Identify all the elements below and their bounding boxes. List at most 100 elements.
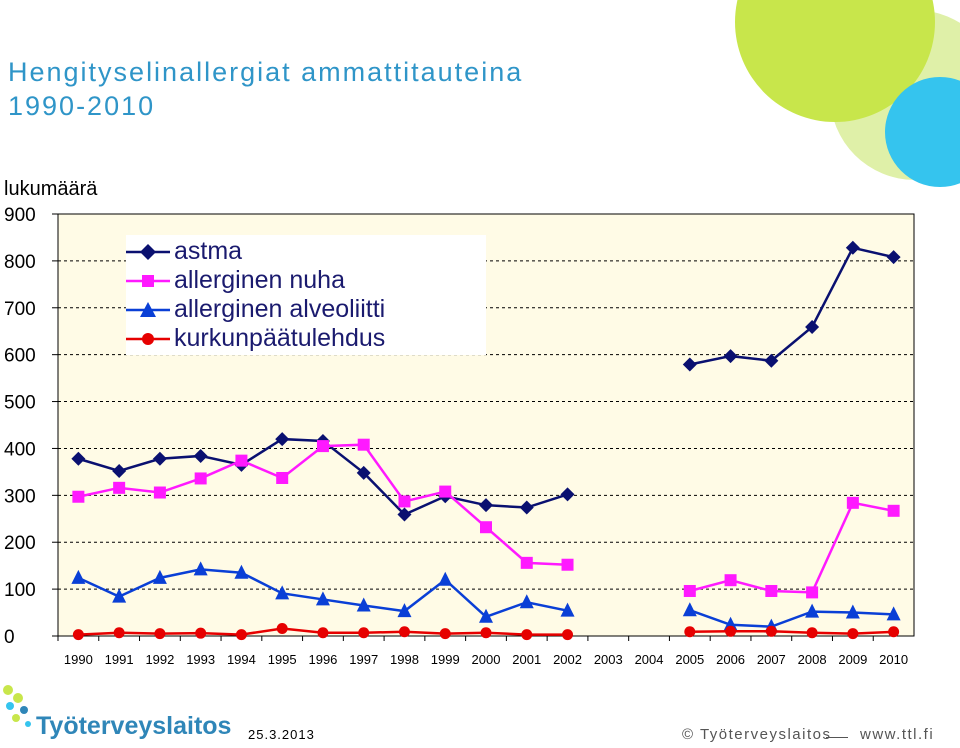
x-tick-label: 1993 [186, 652, 215, 667]
x-tick-label: 2010 [879, 652, 908, 667]
y-tick-label: 0 [4, 627, 15, 648]
data-point-alveoliitti [315, 591, 330, 606]
data-point-astma [479, 498, 493, 513]
data-point-alveoliitti [479, 608, 493, 623]
data-point-astma [723, 349, 738, 364]
y-tick-label: 300 [4, 486, 36, 507]
data-point-nuha [724, 574, 737, 587]
data-point-kurkunpaa [847, 628, 859, 640]
data-point-alveoliitti [886, 606, 901, 621]
deco-circle-green [735, 0, 935, 122]
data-point-alveoliitti [438, 571, 453, 586]
data-point-nuha [316, 440, 329, 453]
data-point-astma [560, 487, 575, 502]
x-tick-label: 2001 [512, 652, 541, 667]
y-tick-label: 500 [4, 393, 36, 414]
data-point-astma [886, 250, 901, 265]
data-point-alveoliitti [519, 594, 534, 609]
logo-mark-icon [3, 685, 31, 727]
legend-label: allerginen alveoliitti [174, 295, 386, 323]
data-point-nuha [398, 495, 411, 508]
data-point-astma [193, 448, 208, 463]
data-point-kurkunpaa [765, 625, 777, 637]
y-tick-label: 200 [4, 533, 36, 554]
data-point-kurkunpaa [888, 626, 900, 638]
data-point-astma [682, 357, 697, 372]
data-point-alveoliitti [193, 561, 208, 576]
page-subtitle: 1990-2010 [8, 91, 156, 121]
data-point-alveoliitti [71, 569, 86, 584]
y-tick-label: 800 [4, 252, 36, 273]
data-point-alveoliitti [845, 604, 860, 619]
square-marker-icon [126, 274, 170, 287]
diamond-marker-icon [126, 243, 170, 260]
legend-item-nuha: allerginen nuha [126, 266, 486, 295]
data-point-nuha [72, 490, 85, 503]
series-line-nuha [689, 501, 894, 594]
x-tick-label: 2003 [594, 652, 623, 667]
data-point-astma [152, 451, 167, 466]
logo-text: Työterveyslaitos [36, 712, 232, 740]
data-point-alveoliitti [356, 597, 371, 612]
x-tick-label: 2004 [635, 652, 664, 667]
x-tick-label: 1994 [227, 652, 256, 667]
legend-item-alveoliitti: allerginen alveoliitti [126, 295, 486, 324]
page-title: Hengityselinallergiat ammattitauteina [8, 57, 524, 87]
data-point-nuha [806, 586, 819, 599]
footer-copyright: © Työterveyslaitos [682, 726, 832, 743]
circle-marker-icon [126, 332, 170, 345]
data-point-kurkunpaa [725, 625, 737, 637]
x-tick-label: 2007 [757, 652, 786, 667]
data-point-nuha [357, 438, 370, 451]
data-point-alveoliitti [805, 603, 820, 618]
x-tick-label: 1999 [431, 652, 460, 667]
y-tick-label: 700 [4, 299, 36, 320]
x-tick-label: 2009 [838, 652, 867, 667]
x-tick-label: 1995 [268, 652, 297, 667]
y-tick-label: 900 [4, 205, 36, 226]
x-tick-label: 1992 [145, 652, 174, 667]
data-point-kurkunpaa [806, 627, 818, 639]
data-point-astma [845, 240, 860, 255]
data-point-kurkunpaa [439, 628, 451, 640]
data-point-nuha [480, 521, 492, 534]
series-line-kurkunpaa [689, 630, 894, 635]
data-point-astma [397, 507, 412, 522]
data-point-astma [112, 463, 127, 478]
data-point-nuha [683, 584, 696, 597]
data-point-nuha [194, 472, 207, 485]
deco-circle-blue [885, 77, 960, 187]
series-line-astma [689, 246, 894, 366]
data-point-alveoliitti [682, 602, 697, 617]
y-tick-label: 100 [4, 580, 36, 601]
x-tick-label: 2008 [798, 652, 827, 667]
data-point-kurkunpaa [562, 629, 574, 641]
data-point-nuha [561, 558, 574, 571]
data-point-astma [71, 451, 86, 466]
data-point-kurkunpaa [195, 627, 207, 639]
legend-label: allerginen nuha [174, 266, 345, 294]
data-point-alveoliitti [397, 603, 412, 618]
data-point-kurkunpaa [235, 629, 247, 641]
x-tick-label: 1998 [390, 652, 419, 667]
data-point-alveoliitti [560, 602, 575, 617]
data-point-kurkunpaa [480, 627, 492, 639]
legend-label: astma [174, 237, 243, 265]
x-tick-label: 2002 [553, 652, 582, 667]
data-point-kurkunpaa [684, 626, 696, 638]
data-point-nuha [846, 496, 859, 509]
data-point-kurkunpaa [154, 628, 166, 640]
data-point-nuha [765, 584, 778, 597]
data-point-nuha [153, 486, 166, 499]
data-point-kurkunpaa [276, 622, 288, 634]
data-point-nuha [887, 504, 900, 517]
x-tick-label: 1997 [349, 652, 378, 667]
data-point-astma [275, 432, 290, 447]
x-tick-label: 2006 [716, 652, 745, 667]
x-tick-label: 1996 [308, 652, 337, 667]
legend-item-kurkunpaa: kurkunpäätulehdus [126, 324, 486, 353]
data-point-kurkunpaa [317, 627, 329, 639]
legend-label: kurkunpäätulehdus [174, 324, 386, 352]
footer-site-link[interactable]: www.ttl.fi [860, 726, 935, 743]
series-line-alveoliitti [689, 609, 894, 628]
